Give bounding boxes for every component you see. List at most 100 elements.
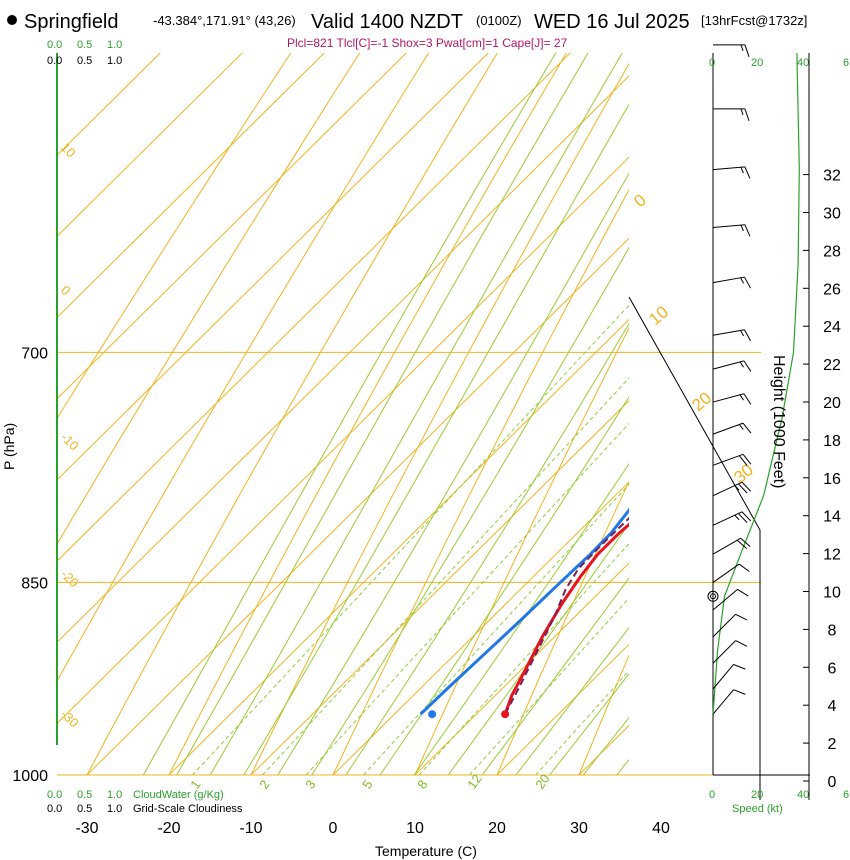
height-tick-label: 20	[823, 395, 841, 412]
wind-barb	[713, 44, 750, 57]
isobars	[57, 351, 761, 776]
mixing-ratio-lines	[192, 304, 629, 775]
dry-adiabat-line	[57, 53, 292, 420]
isotherm-line	[57, 156, 629, 725]
dry-adiabat-line	[639, 0, 850, 833]
height-tick-label: 0	[828, 774, 837, 791]
valid-time: Valid 1400 NZDT	[311, 11, 463, 33]
wind-barb	[712, 481, 752, 497]
wind-barb	[712, 664, 746, 690]
wind-barb	[712, 360, 752, 372]
wind-barb	[712, 563, 750, 583]
sounding-lines	[419, 507, 629, 716]
wind-barb	[712, 588, 749, 611]
moist-adiabat-line	[481, 577, 629, 775]
height-tick-label: 4	[828, 698, 837, 715]
stability-indices: Plcl=821 Tlcl[C]=-1 Shox=3 Pwat[cm]=1 Ca…	[287, 36, 568, 50]
mixing-ratio-line	[418, 543, 629, 775]
station-coords: -43.384°,171.91° (43,26)	[153, 13, 296, 28]
cloud-bottom-black-1: 0.5	[77, 803, 92, 815]
mixing-ratio-label: 2	[256, 777, 272, 792]
dry-adiabat-line	[578, 654, 629, 775]
calm-wind-icon	[707, 590, 719, 602]
wind-barb	[712, 329, 751, 342]
moist-adiabat-line	[176, 53, 589, 775]
isotherm-line	[57, 53, 571, 562]
wind-barb	[712, 689, 746, 715]
cloud-top-green-2: 1.0	[107, 39, 122, 51]
forecast-info: [13hrFcst@1732z]	[701, 13, 807, 28]
dry-adiabat-label: 20	[688, 388, 715, 415]
mixing-ratio-line	[469, 597, 629, 775]
dry-adiabat-line	[496, 480, 629, 775]
speed-bottom-40: 40	[797, 789, 809, 801]
cloud-scale-top: 0.0 0.5 1.0 0.0 0.5 1.0	[47, 39, 122, 67]
surface-markers	[428, 710, 510, 719]
dry-adiabat-line	[57, 53, 430, 683]
cloud-top-black-0: 0.0	[47, 55, 62, 67]
temperature-tick-label: -10	[239, 820, 262, 837]
cloud-bottom-black-0: 0.0	[47, 803, 62, 815]
station-marker-icon	[7, 15, 17, 25]
wind-barb	[712, 166, 751, 179]
dry-adiabat-line	[86, 53, 498, 775]
height-tick-label: 26	[823, 281, 841, 298]
dry-adiabat-line	[414, 326, 629, 775]
temperature-tick-label: -20	[157, 820, 180, 837]
moist-adiabat-line	[603, 0, 850, 833]
mixing-ratio-label: 20	[532, 771, 553, 791]
height-tick-label: 8	[828, 622, 837, 639]
speed-bottom-labels: 0 20 40 6 Speed (kt)	[709, 789, 849, 815]
y-axis-title: P (hPa)	[1, 423, 17, 470]
temperature-line	[503, 522, 629, 715]
parcel-line	[504, 516, 629, 715]
dry-adiabat-line	[332, 188, 629, 775]
temperature-tick-labels: -30 -20 -10 0 10 20 30 40	[75, 820, 670, 837]
moist-adiabat-line	[311, 246, 629, 775]
moist-adiabat-line	[142, 53, 557, 775]
pressure-tick-label: 1000	[12, 768, 48, 785]
cloud-bottom-green-1: 0.5	[77, 789, 92, 801]
isotherm-line	[743, 0, 850, 775]
wind-barb	[712, 393, 752, 405]
mixing-ratio-label: 3	[302, 777, 318, 792]
height-tick-label: 18	[823, 433, 841, 450]
moist-adiabat-line	[277, 172, 629, 775]
isotherm-line	[57, 75, 629, 644]
wind-barb	[712, 640, 748, 664]
cloud-scale-bottom: 0.0 0.5 1.0 CloudWater (g/Kg) 0.0 0.5 1.…	[47, 789, 243, 815]
dry-adiabat-label: 0	[630, 190, 649, 211]
temperature-tick-label: 20	[488, 820, 506, 837]
moist-adiabat-line	[379, 395, 629, 775]
speed-bottom-6: 6	[843, 789, 849, 801]
height-tick-label: 24	[823, 319, 841, 336]
wind-panel-outline	[628, 296, 761, 800]
valid-date: WED 16 Jul 2025	[534, 11, 690, 33]
wind-barb	[712, 613, 748, 638]
mixing-ratio-label: 5	[359, 777, 375, 792]
height-axis-title: Height (1000 Feet)	[770, 355, 787, 488]
surface-temperature-marker	[501, 710, 510, 719]
wind-panel: 0 20 40 6 0 20 40 6 Speed (kt)	[628, 44, 849, 815]
dry-adiabat-line	[250, 62, 629, 775]
moist-adiabat-line	[515, 626, 629, 775]
dry-adiabat-line	[57, 53, 361, 546]
temperature-tick-label: 10	[406, 820, 424, 837]
temperature-tick-label: 0	[329, 820, 338, 837]
speed-bottom-20: 20	[751, 789, 763, 801]
cloud-bottom-black-2: 1.0	[107, 803, 122, 815]
height-tick-label: 12	[823, 547, 841, 564]
mixing-ratio-line	[305, 422, 629, 775]
isotherm-line	[250, 400, 629, 775]
speed-top-6: 6	[843, 57, 849, 69]
pressure-tick-labels: 2503004005007008501000	[12, 345, 48, 785]
height-tick-label: 32	[823, 168, 841, 185]
wind-barbs	[712, 44, 752, 715]
moist-adiabat-line	[243, 103, 629, 775]
isotherm-line	[661, 0, 850, 775]
pressure-tick-label: 850	[21, 575, 48, 592]
cloud-top-green-1: 0.5	[77, 39, 92, 51]
speed-top-0: 0	[709, 57, 715, 69]
